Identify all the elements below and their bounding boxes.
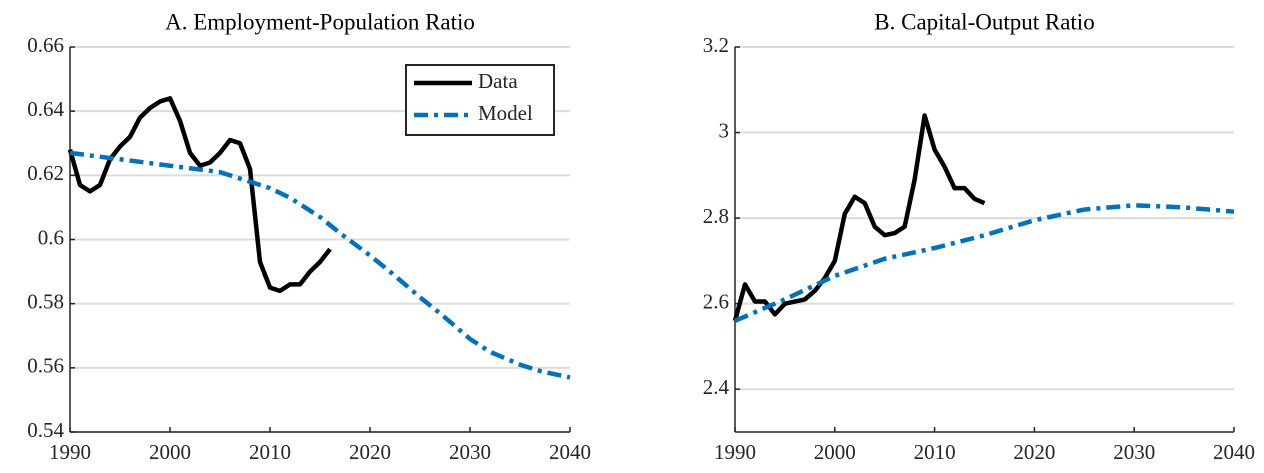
x-tick-label: 2040 bbox=[549, 440, 591, 464]
y-tick-label: 2.4 bbox=[703, 375, 730, 399]
x-tick-label: 2000 bbox=[814, 440, 856, 464]
x-tick-label: 2030 bbox=[449, 440, 491, 464]
y-tick-label: 0.58 bbox=[27, 289, 64, 313]
chart-title: B. Capital-Output Ratio bbox=[874, 9, 1094, 34]
x-tick-label: 2030 bbox=[1113, 440, 1155, 464]
y-tick-label: 3.2 bbox=[703, 33, 729, 57]
series-line bbox=[69, 150, 571, 380]
x-tick-label: 2020 bbox=[349, 440, 391, 464]
series-line bbox=[732, 113, 986, 322]
y-tick-label: 0.6 bbox=[38, 225, 64, 249]
legend: Data Model bbox=[405, 64, 555, 136]
y-tick-label: 0.64 bbox=[27, 97, 64, 121]
x-tick-label: 2000 bbox=[149, 440, 191, 464]
x-tick-label: 1990 bbox=[49, 440, 91, 464]
y-tick-label: 0.54 bbox=[27, 418, 64, 442]
y-tick-label: 0.62 bbox=[27, 161, 64, 185]
y-tick-label: 3 bbox=[719, 118, 730, 142]
x-tick-label: 2010 bbox=[914, 440, 956, 464]
series-line bbox=[67, 96, 332, 294]
x-tick-label: 1990 bbox=[714, 440, 756, 464]
legend-label: Data bbox=[478, 69, 518, 93]
chart-title: A. Employment-Population Ratio bbox=[165, 9, 475, 34]
legend-label: Model bbox=[478, 101, 533, 125]
series-line bbox=[734, 203, 1235, 323]
y-tick-label: 2.6 bbox=[703, 289, 729, 313]
y-tick-label: 0.56 bbox=[27, 354, 64, 378]
x-tick-label: 2020 bbox=[1013, 440, 1055, 464]
y-tick-label: 0.66 bbox=[27, 33, 64, 57]
x-tick-label: 2040 bbox=[1213, 440, 1255, 464]
y-tick-label: 2.8 bbox=[703, 204, 729, 228]
legend-box bbox=[405, 64, 555, 136]
x-tick-label: 2010 bbox=[249, 440, 291, 464]
